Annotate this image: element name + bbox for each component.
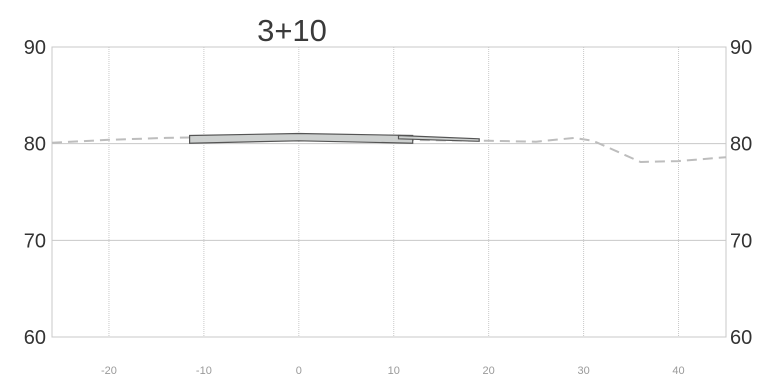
y-tick-label-left: 80 xyxy=(24,134,46,156)
chart-title: 3+10 xyxy=(257,13,327,48)
x-tick-label: 10 xyxy=(388,365,400,377)
y-tick-label-right: 90 xyxy=(730,37,752,59)
y-tick-label-right: 60 xyxy=(730,327,752,349)
y-tick-label-right: 80 xyxy=(730,134,752,156)
x-tick-label: 20 xyxy=(483,365,495,377)
x-tick-label: 0 xyxy=(296,365,302,377)
x-tick-label: -20 xyxy=(101,365,117,377)
ground-profile-line xyxy=(51,135,727,164)
y-tick-label-left: 70 xyxy=(24,230,46,252)
x-tick-label: 30 xyxy=(577,365,589,377)
y-tick-label-left: 60 xyxy=(24,327,46,349)
section-slab xyxy=(189,132,414,144)
y-tick-label-right: 70 xyxy=(730,230,752,252)
x-tick-label: 40 xyxy=(672,365,684,377)
section-slab xyxy=(397,134,480,142)
y-tick-label-left: 90 xyxy=(24,37,46,59)
plot-frame xyxy=(51,46,727,338)
x-tick-label: -10 xyxy=(196,365,212,377)
